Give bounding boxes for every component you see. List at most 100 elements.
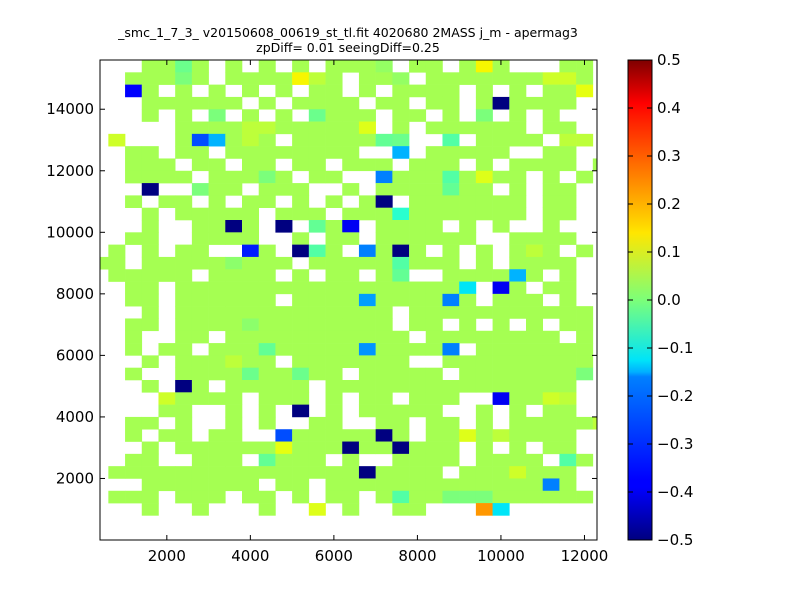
heatmap-cell — [175, 195, 193, 208]
heatmap-cell — [492, 170, 510, 184]
heatmap-cell — [225, 416, 243, 430]
heatmap-cell — [175, 146, 193, 159]
colorbar-tick-label: 0.0 — [657, 291, 681, 309]
heatmap-cell — [141, 220, 159, 233]
heatmap-cell — [425, 343, 443, 356]
heatmap-cell — [409, 60, 427, 73]
heatmap-cell — [475, 269, 493, 282]
heatmap-cell — [225, 72, 243, 85]
heatmap-cell — [442, 330, 460, 344]
heatmap-cell — [375, 355, 393, 368]
heatmap-cell — [208, 392, 226, 405]
heatmap-cell — [175, 416, 193, 430]
heatmap-cell — [141, 146, 159, 159]
heatmap-cell — [475, 490, 493, 504]
heatmap-cell — [275, 109, 293, 122]
heatmap-cell — [208, 269, 226, 282]
heatmap-cell — [191, 318, 209, 332]
heatmap-cell — [475, 207, 493, 221]
heatmap-cell — [275, 72, 293, 85]
heatmap-cell — [459, 355, 477, 368]
heatmap-cell — [275, 478, 293, 492]
heatmap-cell — [526, 244, 544, 258]
heatmap-cell — [358, 84, 376, 98]
heatmap-cell — [292, 195, 310, 208]
heatmap-cell — [141, 478, 159, 492]
heatmap-cell — [141, 293, 159, 307]
heatmap-cell — [141, 355, 159, 368]
heatmap-cell — [442, 343, 460, 356]
heatmap-cell — [576, 490, 594, 504]
heatmap-cell — [242, 207, 260, 221]
heatmap-cell — [358, 330, 376, 344]
heatmap-cell — [509, 330, 527, 344]
heatmap-cell — [409, 367, 427, 381]
heatmap-cell — [475, 183, 493, 196]
heatmap-cell — [141, 380, 159, 393]
heatmap-cell — [242, 281, 260, 295]
heatmap-cell — [592, 158, 597, 172]
heatmap-cell — [442, 244, 460, 258]
heatmap-cell — [325, 429, 343, 442]
heatmap-cell — [409, 392, 427, 405]
heatmap-cell — [576, 330, 594, 344]
heatmap-cell — [526, 392, 544, 405]
heatmap-cell — [125, 343, 143, 356]
y-tick-label: 14000 — [46, 100, 94, 118]
heatmap-cell — [275, 256, 293, 270]
heatmap-cell — [325, 195, 343, 208]
heatmap-cell — [158, 256, 176, 270]
heatmap-cell — [275, 121, 293, 135]
heatmap-cell — [141, 158, 159, 172]
heatmap-cell — [576, 306, 594, 319]
heatmap-cell — [492, 195, 510, 208]
heatmap-cell — [492, 96, 510, 110]
heatmap-cell — [442, 256, 460, 270]
heatmap-cell — [258, 60, 276, 73]
heatmap-cell — [392, 109, 410, 122]
heatmap-cell — [242, 158, 260, 172]
heatmap-cell — [475, 72, 493, 85]
heatmap-cell — [576, 416, 594, 430]
heatmap-cell — [459, 146, 477, 159]
heatmap-cell — [459, 72, 477, 85]
heatmap-cell — [475, 466, 493, 479]
heatmap-cell — [509, 96, 527, 110]
heatmap-cell — [442, 478, 460, 492]
heatmap-cell — [225, 121, 243, 135]
heatmap-cell — [425, 330, 443, 344]
heatmap-cell — [475, 158, 493, 172]
heatmap-cell — [375, 429, 393, 442]
heatmap-cell — [492, 429, 510, 442]
heatmap-cell — [258, 392, 276, 405]
heatmap-cell — [492, 281, 510, 295]
heatmap-cell — [325, 244, 343, 258]
heatmap-cell — [375, 60, 393, 73]
heatmap-cell — [459, 269, 477, 282]
heatmap-cell — [342, 441, 360, 455]
heatmap-cell — [292, 281, 310, 295]
heatmap-cell — [275, 392, 293, 405]
heatmap-cell — [325, 355, 343, 368]
heatmap-cell — [509, 195, 527, 208]
heatmap-cell — [526, 256, 544, 270]
heatmap-cell — [208, 170, 226, 184]
heatmap-cell — [509, 109, 527, 122]
heatmap-cell — [125, 416, 143, 430]
heatmap-cell — [225, 343, 243, 356]
heatmap-cell — [242, 466, 260, 479]
x-tick-label: 12000 — [561, 547, 609, 565]
heatmap-cell — [459, 121, 477, 135]
heatmap-cell — [325, 466, 343, 479]
heatmap-cell — [292, 183, 310, 196]
heatmap-cell — [175, 318, 193, 332]
heatmap-cell — [459, 306, 477, 319]
heatmap-cell — [175, 293, 193, 307]
heatmap-cell — [175, 330, 193, 344]
heatmap-cell — [225, 232, 243, 245]
heatmap-cell — [409, 318, 427, 332]
heatmap-cell — [275, 453, 293, 467]
heatmap-cell — [208, 84, 226, 98]
heatmap-cell — [459, 60, 477, 73]
heatmap-cell — [208, 96, 226, 110]
